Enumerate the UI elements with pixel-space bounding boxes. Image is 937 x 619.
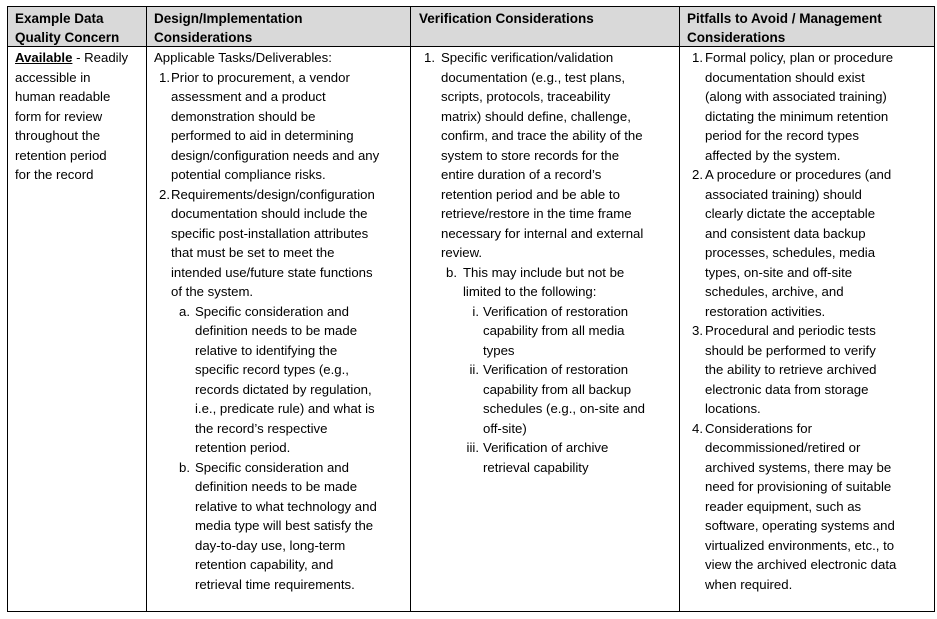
header-design: Design/Implementation Considerations (154, 11, 303, 45)
list-marker: a. (179, 303, 190, 319)
list-marker: 1. (424, 50, 435, 65)
cell-design: Applicable Tasks/Deliverables: 1. Prior to… (154, 48, 379, 594)
list-item: a. Specific consideration and definition n… (154, 302, 379, 458)
list-item-text: Formal policy, plan or procedure document… (705, 50, 894, 163)
data-quality-table: Example Data Quality Concern Design/Imple… (7, 6, 935, 612)
list-item-text: Verification of restoration capability fr… (483, 303, 629, 358)
list-marker: iii. (466, 440, 479, 455)
list-item: Applicable Tasks/Deliverables: (154, 48, 379, 68)
list-marker: ii. (469, 362, 479, 377)
list-marker: 2. (692, 167, 703, 182)
cell-verification: 1. Specific verification/validation docume… (419, 48, 645, 477)
header-pitfalls: Pitfalls to Avoid / Management Considerat… (687, 11, 882, 45)
list-item: b. This may include but not be limited to … (419, 263, 645, 302)
list-item: 4. Considerations for decommissioned/retir… (687, 419, 896, 595)
list-marker: i. (472, 303, 479, 319)
concern-term: Available (15, 50, 73, 65)
list-item: 1. Formal policy, plan or procedure docume… (687, 48, 896, 165)
list-item: 1. Specific verification/validation docume… (419, 48, 645, 263)
concern-description: - Readily accessible in human readable form… (15, 50, 129, 182)
list-item-text: A procedure or procedures (and associated… (705, 167, 892, 319)
header-concern: Example Data Quality Concern (15, 11, 120, 45)
list-item-text: Specific verification/validation document… (441, 50, 644, 260)
header-verification: Verification Considerations (419, 11, 594, 26)
list-item-text: Verification of restoration capability fr… (483, 362, 646, 436)
list-item-text: Procedural and periodic tests should be p… (705, 323, 877, 416)
list-item: i. Verification of restoration capability … (419, 302, 645, 361)
list-item-text: Applicable Tasks/Deliverables: (154, 50, 332, 65)
table-header-row (8, 7, 934, 47)
list-item-text: Requirements/design/configuration documen… (171, 186, 375, 300)
list-item: 2. Requirements/design/configuration docum… (154, 185, 379, 302)
list-marker: 1. (692, 50, 703, 65)
list-marker: b. (446, 264, 457, 280)
list-item: b. Specific consideration and definition n… (154, 458, 379, 595)
column-divider (410, 7, 411, 611)
list-marker: 3. (692, 323, 703, 338)
list-item-text: Prior to procurement, a vendor assessment… (171, 69, 380, 183)
column-divider (146, 7, 147, 611)
list-item: 2. A procedure or procedures (and associat… (687, 165, 896, 321)
list-marker: b. (179, 459, 190, 475)
list-item-text: Specific consideration and definition nee… (195, 459, 377, 592)
column-divider (679, 7, 680, 611)
list-item-text: Considerations for decommissioned/retired… (705, 420, 897, 592)
list-marker: 4. (692, 420, 703, 436)
cell-pitfalls: 1. Formal policy, plan or procedure docume… (687, 48, 896, 594)
list-item-text: Verification of archive retrieval capabil… (483, 440, 609, 475)
list-item-text: Specific consideration and definition nee… (195, 303, 375, 456)
list-item: ii. Verification of restoration capability… (419, 360, 645, 438)
list-item: 1. Prior to procurement, a vendor assessme… (154, 68, 379, 185)
list-marker: 1. (159, 69, 170, 85)
list-item-text: This may include but not be limited to th… (463, 264, 625, 300)
cell-concern: Available - Readily accessible in human re… (15, 48, 128, 185)
list-item: iii. Verification of archive retrieval cap… (419, 438, 645, 477)
list-item: 3. Procedural and periodic tests should be… (687, 321, 896, 419)
list-marker: 2. (159, 186, 170, 202)
